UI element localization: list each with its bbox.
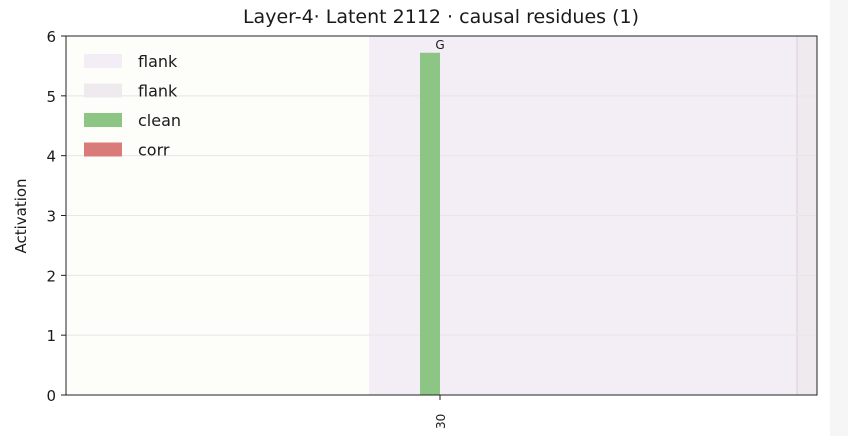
- y-tick-label: 2: [46, 267, 56, 285]
- y-tick-label: 4: [46, 148, 56, 166]
- legend-label-corr: corr: [138, 141, 170, 160]
- y-axis-ticks: 0 1 2 3 4 5 6: [46, 28, 66, 405]
- y-tick-label: 5: [46, 88, 56, 106]
- x-axis-ticks: 30: [434, 395, 448, 429]
- bars: G: [420, 38, 445, 396]
- legend-label-flank: flank: [138, 52, 178, 71]
- y-axis-label: Activation: [12, 178, 30, 253]
- y-tick-label: 0: [46, 387, 56, 405]
- chart-title: Layer-4· Latent 2112 · causal residues (…: [243, 6, 639, 28]
- right-edge-strip: [830, 0, 848, 436]
- y-tick-label: 1: [46, 327, 56, 345]
- legend-label-clean: clean: [138, 111, 181, 130]
- bar-label: G: [435, 38, 444, 52]
- y-tick-label: 3: [46, 208, 56, 226]
- x-tick-label: 30: [434, 414, 448, 429]
- bar-clean: [420, 52, 440, 396]
- legend-label-flank: flank: [138, 82, 178, 101]
- legend-swatch-clean: [84, 113, 122, 127]
- legend-swatch-corr: [84, 142, 122, 157]
- y-tick-label: 6: [46, 28, 56, 46]
- gridlines: [66, 95, 817, 336]
- legend-swatch-flank: [84, 54, 122, 68]
- legend: flank flank clean corr: [84, 52, 181, 160]
- legend-swatch-flank: [84, 83, 122, 98]
